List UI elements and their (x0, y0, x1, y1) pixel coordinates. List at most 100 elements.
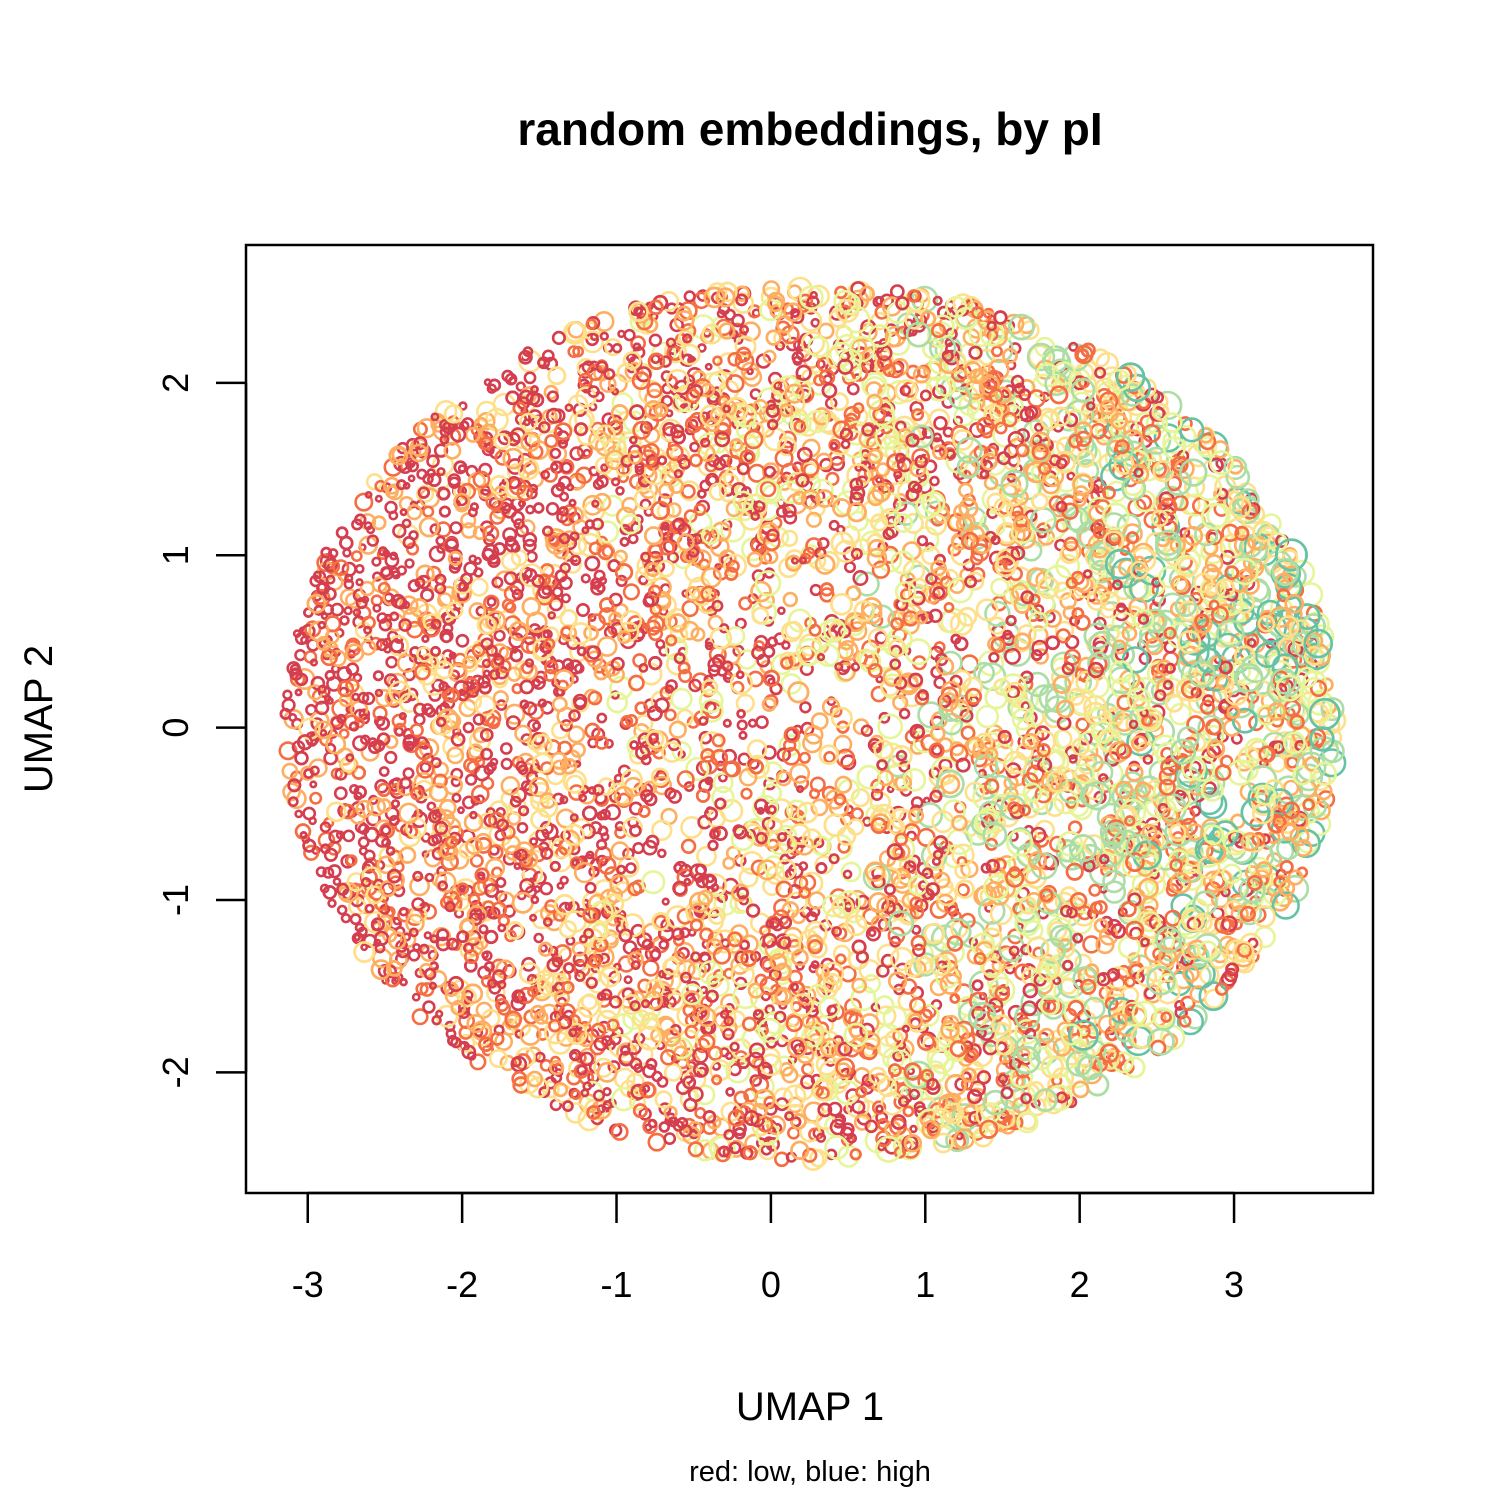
scatter-point (799, 1120, 821, 1143)
scatter-point (829, 704, 843, 718)
scatter-point (435, 535, 446, 546)
scatter-point (492, 690, 509, 707)
scatter-point (1014, 1019, 1040, 1045)
scatter-point (470, 795, 481, 806)
scatter-point (722, 1027, 735, 1041)
scatter-point (532, 721, 542, 731)
scatter-point (882, 1005, 908, 1031)
scatter-point (626, 1072, 645, 1092)
scatter-point (595, 520, 619, 544)
scatter-point (888, 899, 910, 921)
scatter-point (450, 767, 464, 781)
scatter-point (805, 511, 823, 528)
scatter-point (840, 861, 862, 883)
scatter-point (469, 899, 483, 913)
scatter-point (339, 803, 356, 820)
scatter-point (810, 798, 829, 817)
scatter-point (658, 939, 669, 950)
scatter-point (960, 725, 976, 741)
scatter-point (617, 471, 629, 484)
scatter-point (575, 602, 590, 617)
scatter-point (599, 808, 611, 821)
scatter-point (906, 564, 932, 589)
scatter-point (747, 718, 758, 728)
scatter-point (1095, 934, 1115, 955)
scatter-point (453, 482, 472, 501)
scatter-point (482, 669, 491, 678)
scatter-point (454, 878, 477, 901)
scatter-point (559, 491, 570, 502)
scatter-point (673, 469, 684, 479)
scatter-point (354, 564, 365, 574)
scatter-point (767, 636, 778, 648)
scatter-point (439, 628, 454, 644)
scatter-point (497, 430, 513, 446)
scatter-point (466, 1051, 477, 1061)
scatter-point (917, 701, 945, 729)
scatter-point (834, 775, 853, 794)
scatter-point (349, 913, 362, 926)
scatter-point (569, 674, 579, 684)
scatter-point (1020, 539, 1043, 562)
scatter-point (360, 943, 369, 952)
scatter-point (426, 801, 437, 812)
scatter-point (569, 531, 580, 542)
scatter-point (627, 444, 642, 459)
scatter-point (879, 293, 895, 308)
scatter-point (1113, 580, 1134, 601)
scatter-point (504, 929, 517, 943)
scatter-point (648, 333, 663, 347)
scatter-point (1281, 549, 1299, 566)
scatter-point (1000, 794, 1027, 821)
scatter-point (782, 591, 798, 608)
scatter-point (874, 295, 885, 306)
scatter-point (499, 742, 513, 755)
scatter-point (591, 499, 600, 508)
scatter-point (545, 407, 562, 424)
chart-title: random embeddings, by pI (517, 103, 1102, 155)
scatter-point (372, 947, 393, 969)
scatter-point (282, 689, 293, 700)
scatter-point (374, 494, 383, 503)
scatter-point (873, 739, 894, 760)
scatter-point (1183, 476, 1206, 498)
scatter-point (746, 739, 768, 760)
scatter-point (909, 1124, 918, 1134)
scatter-point (743, 451, 755, 463)
scatter-point (848, 406, 869, 427)
scatter-point (1320, 697, 1345, 722)
scatter-point (480, 974, 494, 988)
scatter-point (698, 730, 713, 745)
scatter-point (623, 328, 636, 342)
scatter-point (596, 712, 608, 724)
scatter-point (878, 711, 891, 724)
scatter-point (1183, 493, 1207, 517)
scatter-point (1010, 520, 1035, 544)
scatter-point (623, 975, 633, 985)
scatter-point (889, 836, 916, 863)
scatter-point (984, 837, 998, 851)
scatter-point (515, 381, 526, 392)
scatter-point (673, 860, 688, 875)
scatter-point (1075, 458, 1100, 483)
scatter-point (646, 614, 665, 633)
scatter-point (720, 553, 733, 566)
scatter-point (893, 415, 916, 438)
scatter-point (481, 658, 492, 669)
scatter-point (1003, 647, 1021, 665)
scatter-point (1107, 666, 1136, 695)
scatter-point (870, 788, 884, 801)
scatter-point (603, 738, 614, 749)
scatter-point (309, 658, 319, 667)
scatter-point (886, 785, 895, 794)
scatter-point (688, 678, 702, 693)
scatter-point (993, 857, 1007, 872)
scatter-point (309, 791, 323, 805)
scatter-point (582, 1081, 593, 1091)
scatter-point (1178, 1014, 1192, 1028)
scatter-point (415, 484, 435, 504)
scatter-point (949, 741, 965, 757)
scatter-point (929, 475, 940, 487)
scatter-point (336, 904, 348, 916)
scatter-point (350, 550, 363, 562)
